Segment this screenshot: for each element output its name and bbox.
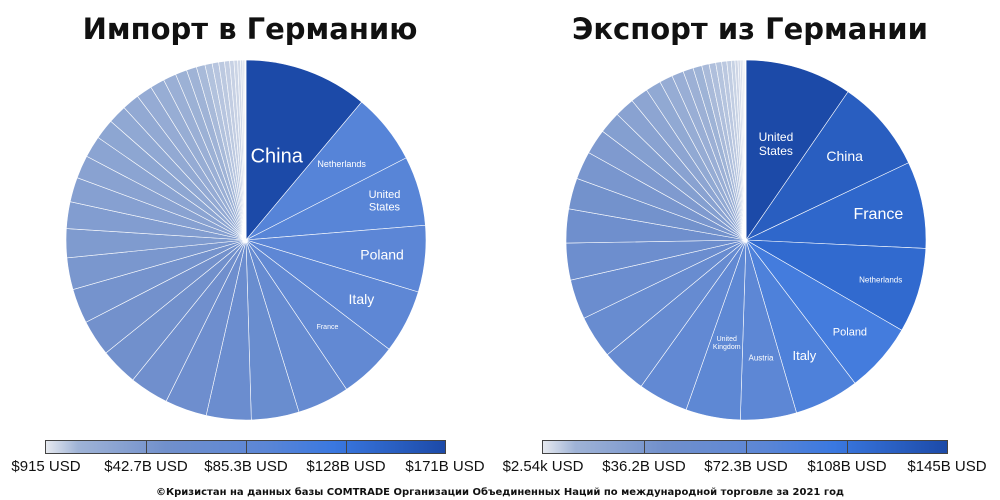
legend-tick [746,440,747,454]
pie-slice-china [245,59,363,241]
pie-slice-united-states [745,59,849,241]
pie-slice-label: United Kingdom [713,336,741,351]
pie-slice-china [745,91,909,241]
import-color-legend: $915 USD $42.7B USD $85.3B USD $128B USD… [0,438,500,478]
legend-tick-label: $915 USD [11,458,81,475]
pie-slice-label: United States [369,189,401,214]
pie-slice-label: Poland [360,246,404,262]
legend-tick-label: $85.3B USD [204,458,288,475]
pie-slice-label: Netherlands [859,275,902,284]
legend-tick [847,440,848,454]
import-title: Импорт в Германию [82,12,418,46]
import-legend-gradient [45,440,446,454]
legend-tick-label: $2.54k USD [502,458,584,475]
legend-tick [146,440,147,454]
legend-tick-label: $36.2B USD [602,458,686,475]
export-title: Экспорт из Германии [572,12,928,46]
legend-tick-label: $108B USD [807,458,887,475]
source-footnote: ©Кризистан на данных базы COMTRADE Орган… [155,487,845,498]
pie-slice-label: Austria [749,354,774,363]
pie-slice-label: China [826,148,863,164]
pie-slice-label: China [251,145,304,167]
export-panel: Экспорт из Германии United States China Fra… [500,0,1000,485]
pie-slice-label: United States [759,130,794,158]
import-pie-chart: China Netherlands United States Poland Italy F… [65,59,427,421]
legend-tick [246,440,247,454]
pie-slice [244,59,247,241]
legend-tick-label: $72.3B USD [704,458,788,475]
legend-tick [644,440,645,454]
legend-tick-label: $171B USD [405,458,485,475]
legend-tick-label: $128B USD [306,458,386,475]
import-panel: Импорт в Германию China Netherlands United… [0,0,500,485]
export-pie-chart: United States China France Netherlands Poland… [565,59,927,421]
legend-tick [346,440,347,454]
pie-slice-label: Poland [833,327,867,339]
legend-tick-label: $42.7B USD [104,458,188,475]
pie-slice-label: Italy [349,291,375,307]
pie-slice-label: Netherlands [317,159,366,169]
legend-tick-label: $145B USD [907,458,987,475]
pie-slice-label: Italy [792,348,816,363]
pie-slice-label: France [317,324,339,331]
pie-slice [745,59,747,241]
export-color-legend: $2.54k USD $36.2B USD $72.3B USD $108B U… [500,438,1000,478]
export-legend-gradient [542,440,948,454]
pie-slice-label: France [853,206,903,223]
